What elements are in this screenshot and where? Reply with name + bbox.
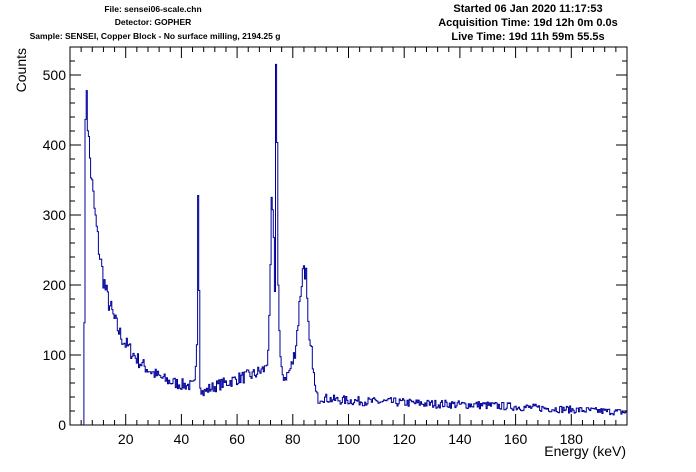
header-acquisition: Acquisition Time: 19d 12h 0m 0.0s	[438, 17, 618, 29]
x-tick-labels: 20 40 60 80 100 120 140 160 180	[118, 431, 583, 447]
x-axis-title: Energy (keV)	[544, 443, 626, 459]
y-tick-label: 0	[58, 417, 66, 433]
x-tick-label: 80	[285, 431, 301, 447]
axis-ticks	[70, 47, 627, 425]
header-sample: Sample: SENSEI, Copper Block - No surfac…	[29, 31, 281, 41]
y-tick-label: 300	[43, 207, 67, 223]
x-tick-label: 40	[174, 431, 190, 447]
y-tick-label: 500	[43, 67, 67, 83]
header-detector: Detector: GOPHER	[114, 17, 192, 27]
y-axis-title: Counts	[13, 48, 29, 92]
y-tick-label: 100	[43, 347, 67, 363]
x-tick-label: 120	[393, 431, 417, 447]
x-tick-label: 160	[504, 431, 528, 447]
x-tick-label: 20	[118, 431, 134, 447]
x-tick-label: 60	[229, 431, 245, 447]
plot-frame	[69, 46, 628, 426]
header-started: Started 06 Jan 2020 11:17:53	[453, 3, 603, 15]
y-tick-label: 200	[43, 277, 67, 293]
x-tick-label: 140	[448, 431, 472, 447]
y-tick-label: 400	[43, 137, 67, 153]
y-tick-labels: 0 100 200 300 400 500	[43, 67, 67, 433]
header-live: Live Time: 19d 11h 59m 55.5s	[451, 31, 605, 43]
x-tick-label: 100	[337, 431, 361, 447]
header-file: File: sensei06-scale.chn	[104, 4, 202, 14]
x-tick-label: 180	[560, 431, 584, 447]
spectrum-line	[83, 63, 627, 425]
